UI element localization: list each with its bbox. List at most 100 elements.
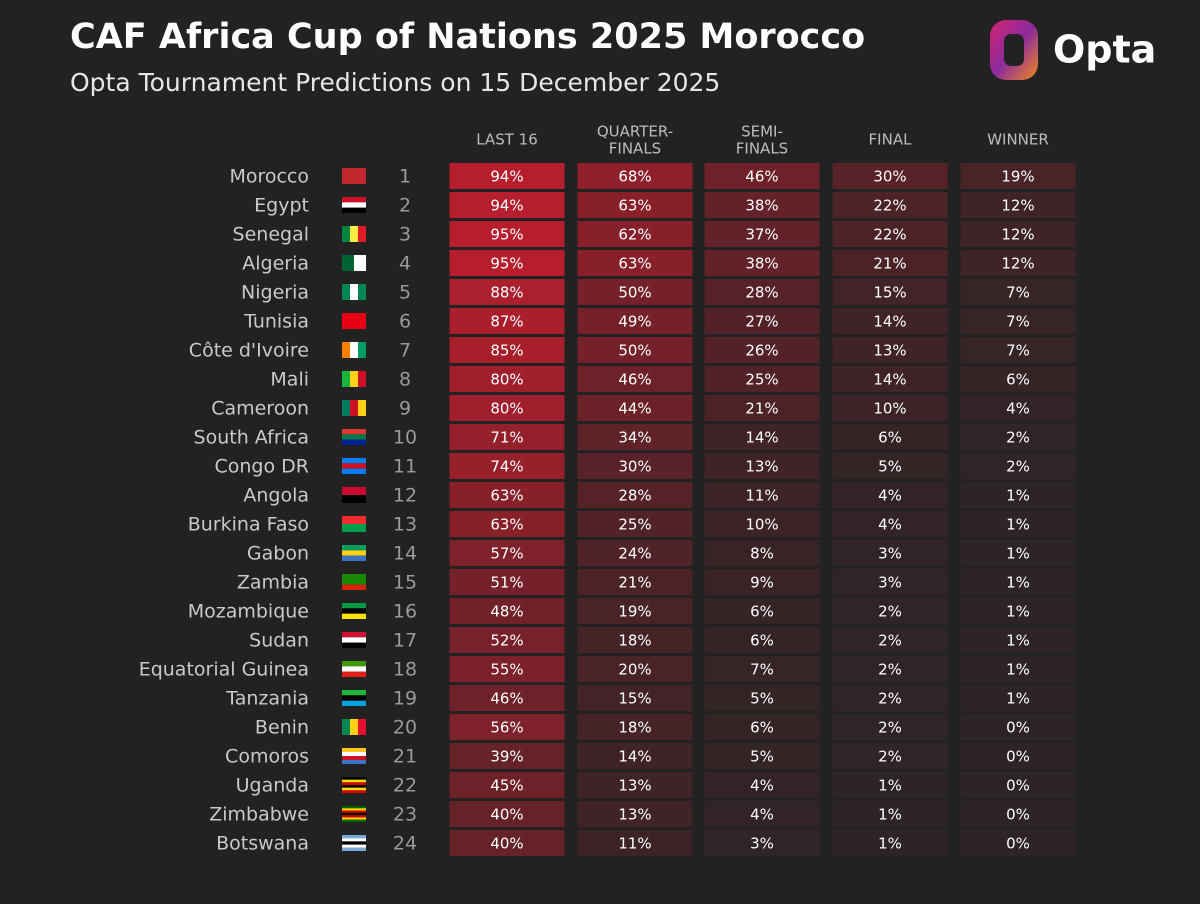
flag-stripe xyxy=(342,603,366,609)
cell-value: 39% xyxy=(490,748,523,766)
rank: 6 xyxy=(399,311,411,333)
cell-bg xyxy=(960,250,1076,276)
flag-stripe xyxy=(342,613,366,619)
cell-value: 4% xyxy=(750,806,774,824)
cell-bg xyxy=(960,482,1076,508)
team-name: Cameroon xyxy=(211,398,309,420)
rank: 18 xyxy=(393,659,417,681)
cell-bg xyxy=(577,772,693,798)
cell-value: 1% xyxy=(1006,516,1030,534)
flag-stripe xyxy=(342,555,366,561)
cell-value: 2% xyxy=(878,748,902,766)
cell-value: 2% xyxy=(878,632,902,650)
cell-value: 14% xyxy=(873,371,906,389)
cell-value: 28% xyxy=(618,487,651,505)
cell-value: 40% xyxy=(490,806,523,824)
team-name: Equatorial Guinea xyxy=(139,659,309,681)
logo: Opta xyxy=(990,20,1156,80)
flag-stripe xyxy=(342,785,366,788)
flag-stripe xyxy=(342,779,366,783)
cell-value: 26% xyxy=(745,342,778,360)
cell-bg xyxy=(832,830,948,856)
cell-bg xyxy=(577,801,693,827)
flag-stripe xyxy=(342,637,366,643)
team-name: Uganda xyxy=(236,775,309,797)
flag-stripe xyxy=(342,756,366,760)
cell-value: 4% xyxy=(750,777,774,795)
cell-value: 15% xyxy=(618,690,651,708)
flag-stripe xyxy=(358,226,366,242)
cell-value: 1% xyxy=(878,806,902,824)
cell-value: 14% xyxy=(618,748,651,766)
cell-value: 15% xyxy=(873,284,906,302)
cell-bg xyxy=(449,221,565,247)
subtitle: Opta Tournament Predictions on 15 Decemb… xyxy=(70,68,720,97)
team-name: Algeria xyxy=(242,253,309,275)
flag-stripe xyxy=(342,777,366,780)
rank: 12 xyxy=(393,485,417,507)
cell-bg xyxy=(832,801,948,827)
cell-bg xyxy=(832,337,948,363)
flag-stripe xyxy=(342,844,366,848)
cell-bg xyxy=(449,366,565,392)
flag-stripe xyxy=(342,817,366,820)
cell-value: 22% xyxy=(873,197,906,215)
cell-bg xyxy=(704,540,820,566)
cell-bg xyxy=(577,598,693,624)
cell-bg xyxy=(577,279,693,305)
flag-stripe xyxy=(358,719,366,735)
cell-value: 46% xyxy=(618,371,651,389)
cell-bg xyxy=(449,540,565,566)
rank: 8 xyxy=(399,369,411,391)
flag-stripe xyxy=(350,226,358,242)
cell-bg xyxy=(449,830,565,856)
cell-bg xyxy=(577,569,693,595)
cell-bg xyxy=(577,540,693,566)
flag-stripe xyxy=(342,429,366,435)
flag-stripe xyxy=(342,819,366,822)
flag-stripe xyxy=(342,808,366,811)
team-name: Egypt xyxy=(254,195,309,217)
flag-stripe xyxy=(342,608,366,614)
flag-stripe xyxy=(342,748,366,752)
cell-value: 0% xyxy=(1006,748,1030,766)
cell-bg xyxy=(704,192,820,218)
cell-bg xyxy=(960,569,1076,595)
cell-value: 30% xyxy=(618,458,651,476)
team-name: South Africa xyxy=(194,427,309,449)
flag-stripe xyxy=(350,342,358,358)
cell-value: 48% xyxy=(490,603,523,621)
rank: 5 xyxy=(399,282,411,304)
cell-value: 9% xyxy=(750,574,774,592)
team-name: Mozambique xyxy=(188,601,309,623)
cell-bg xyxy=(960,830,1076,856)
cell-bg xyxy=(704,250,820,276)
cell-value: 46% xyxy=(745,168,778,186)
cell-bg xyxy=(832,714,948,740)
cell-bg xyxy=(960,656,1076,682)
cell-bg xyxy=(960,772,1076,798)
cell-bg xyxy=(832,743,948,769)
cell-value: 46% xyxy=(490,690,523,708)
team-name: Botswana xyxy=(216,833,309,855)
cell-bg xyxy=(577,424,693,450)
cell-bg xyxy=(704,714,820,740)
flag-stripe xyxy=(342,202,366,208)
cell-value: 50% xyxy=(618,342,651,360)
cell-value: 13% xyxy=(618,777,651,795)
cell-bg xyxy=(577,163,693,189)
flag-stripe xyxy=(342,812,366,816)
cell-bg xyxy=(960,395,1076,421)
cell-value: 0% xyxy=(1006,806,1030,824)
column-header: FINAL xyxy=(869,131,913,149)
flag-stripe xyxy=(342,700,366,706)
flag-stripe xyxy=(342,806,366,809)
rank: 14 xyxy=(393,543,417,565)
cell-value: 63% xyxy=(490,487,523,505)
cell-value: 6% xyxy=(1006,371,1030,389)
cell-value: 94% xyxy=(490,168,523,186)
flag-stripe xyxy=(358,400,366,416)
cell-value: 50% xyxy=(618,284,651,302)
cell-bg xyxy=(577,627,693,653)
cell-bg xyxy=(577,482,693,508)
